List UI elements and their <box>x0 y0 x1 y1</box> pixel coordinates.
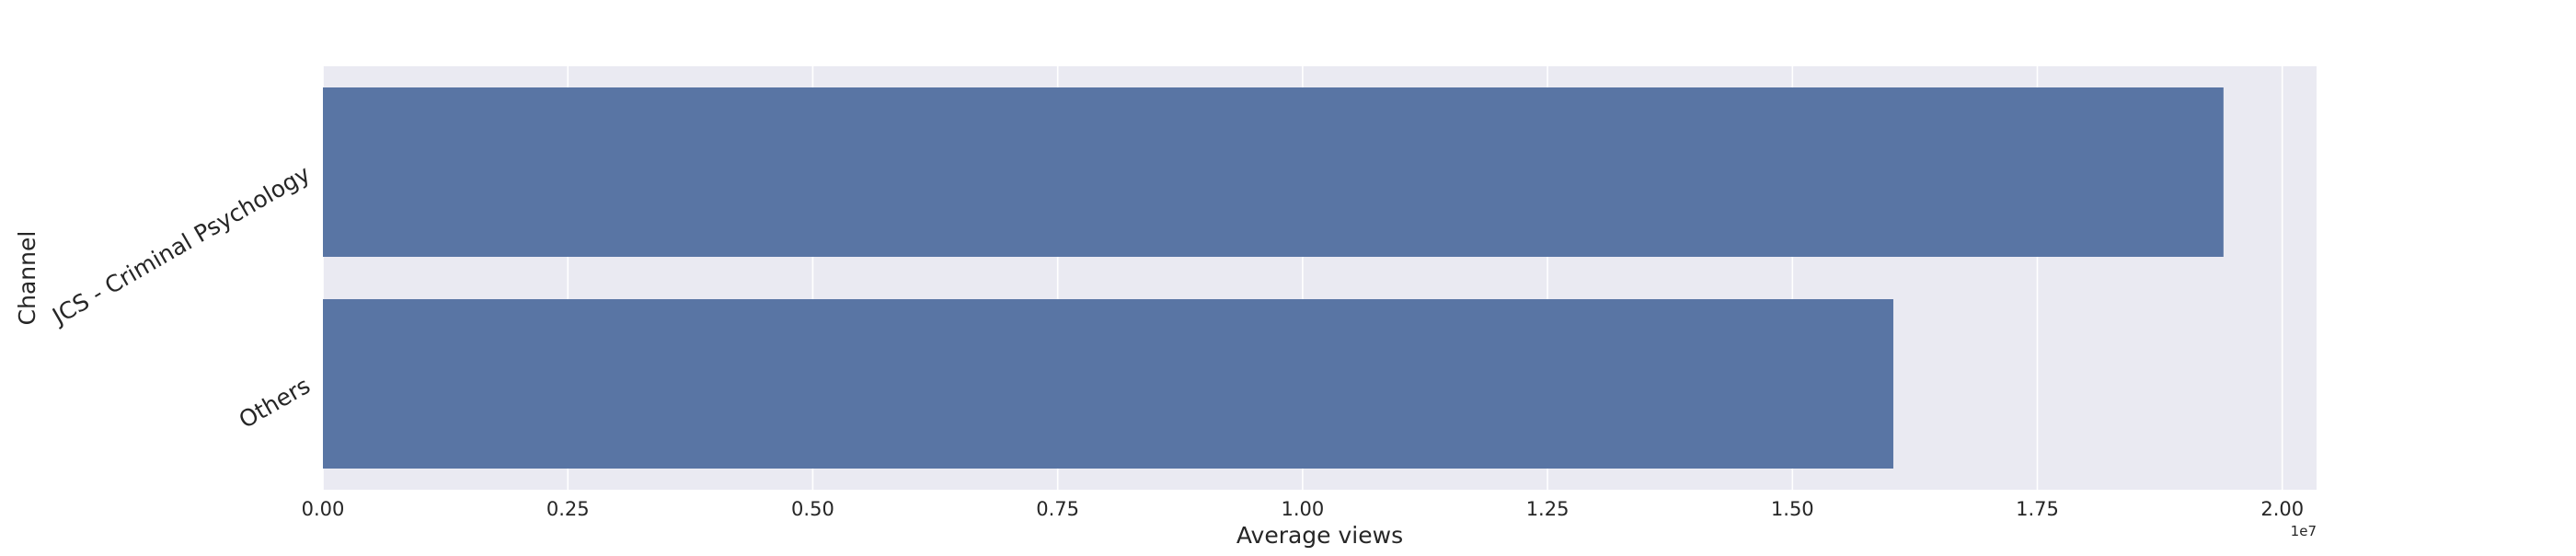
x-axis-offset-label: 1e7 <box>2291 523 2317 539</box>
x-tick-label-6: 1.50 <box>1771 498 1814 520</box>
x-axis-label: Average views <box>1236 522 1403 549</box>
x-tick-label-8: 2.00 <box>2260 498 2304 520</box>
bar-0 <box>323 87 2224 257</box>
x-tick-label-2: 0.50 <box>791 498 834 520</box>
bars <box>323 87 2224 469</box>
x-axis-ticks: 0.00 0.25 0.50 0.75 1.00 1.25 1.50 1.75 2.00 <box>302 498 2304 520</box>
x-tick-label-0: 0.00 <box>302 498 345 520</box>
y-tick-label-1: Others <box>235 372 315 434</box>
x-tick-label-7: 1.75 <box>2016 498 2059 520</box>
y-axis-ticks: JCS - Criminal Psychology Others <box>46 160 315 434</box>
bar-1 <box>323 299 1893 469</box>
y-tick-label-0: JCS - Criminal Psychology <box>46 160 315 330</box>
y-axis-label: Channel <box>14 231 40 326</box>
x-tick-label-1: 0.25 <box>546 498 590 520</box>
x-tick-label-3: 0.75 <box>1036 498 1079 520</box>
x-tick-label-4: 1.00 <box>1281 498 1324 520</box>
x-tick-label-5: 1.25 <box>1526 498 1570 520</box>
